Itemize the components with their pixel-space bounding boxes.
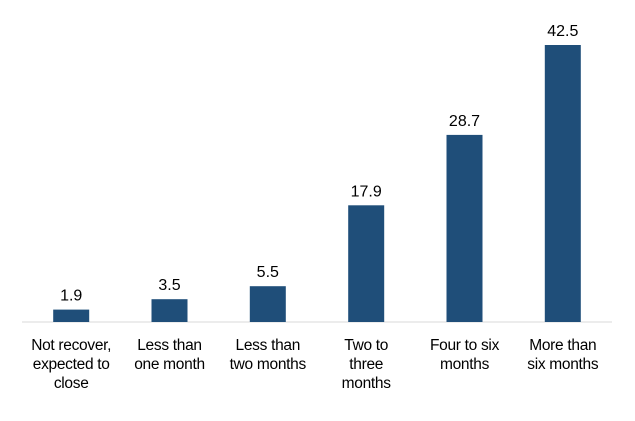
- bar-5: [544, 45, 581, 322]
- category-label-1: Less than one month: [134, 337, 205, 373]
- category-label-line: Not recover,: [31, 337, 111, 354]
- category-label-line: six months: [527, 356, 599, 373]
- category-label-0: Not recover, expected to close: [31, 337, 111, 392]
- value-label-2: 5.5: [257, 264, 279, 281]
- bar-0: [53, 309, 90, 322]
- category-label-line: close: [54, 375, 89, 392]
- category-label-line: two months: [230, 356, 307, 373]
- category-label-line: months: [440, 356, 490, 373]
- value-label-3: 17.9: [351, 183, 382, 200]
- category-label-line: Less than: [137, 337, 202, 354]
- category-labels-group: Not recover, expected to close Less than one…: [31, 337, 599, 392]
- bar-2: [249, 286, 286, 322]
- category-label-2: Less than two months: [230, 337, 307, 373]
- category-label-3: Two to three months: [342, 337, 392, 392]
- bars-group: [53, 45, 581, 322]
- category-label-line: months: [342, 375, 392, 392]
- category-label-line: Two to: [344, 337, 388, 354]
- category-label-4: Four to six months: [430, 337, 500, 373]
- category-label-5: More than six months: [527, 337, 599, 373]
- category-label-line: Four to six: [430, 337, 500, 354]
- category-label-line: Less than: [236, 337, 301, 354]
- category-label-line: expected to: [33, 356, 110, 373]
- category-label-line: More than: [529, 337, 596, 354]
- bar-1: [151, 299, 188, 322]
- category-label-line: one month: [134, 356, 205, 373]
- category-label-line: three: [349, 356, 383, 373]
- value-label-4: 28.7: [449, 113, 480, 130]
- value-label-0: 1.9: [60, 288, 82, 305]
- value-label-5: 42.5: [547, 23, 578, 40]
- bar-3: [348, 205, 385, 322]
- value-label-1: 3.5: [158, 277, 180, 294]
- value-labels-group: 1.9 3.5 5.5 17.9 28.7 42.5: [60, 23, 578, 305]
- bar-4: [446, 134, 483, 322]
